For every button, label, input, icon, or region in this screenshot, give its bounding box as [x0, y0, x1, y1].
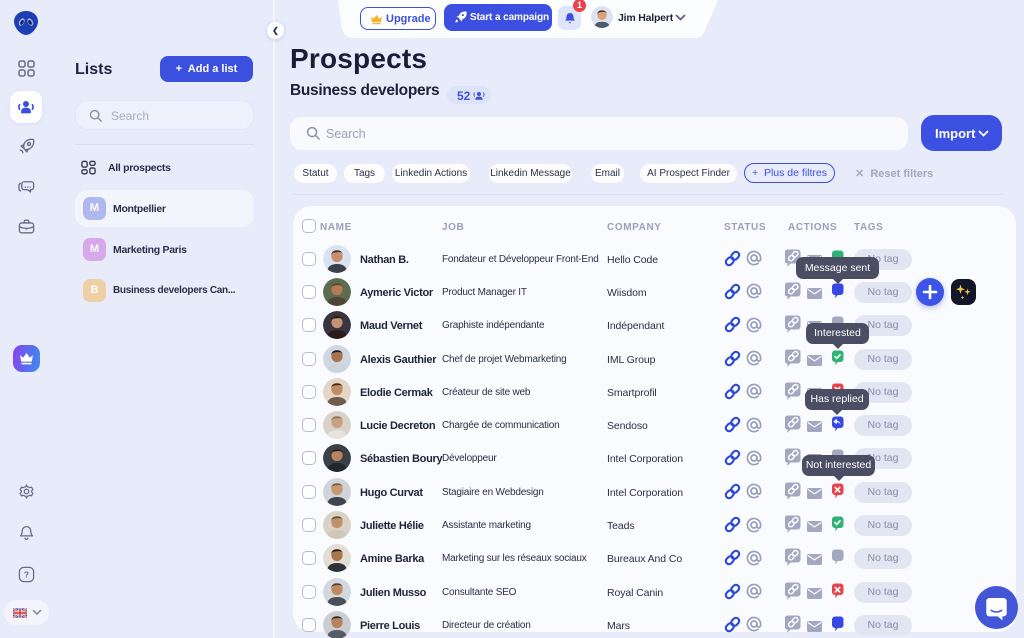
svg-text:?: ?: [24, 570, 29, 580]
